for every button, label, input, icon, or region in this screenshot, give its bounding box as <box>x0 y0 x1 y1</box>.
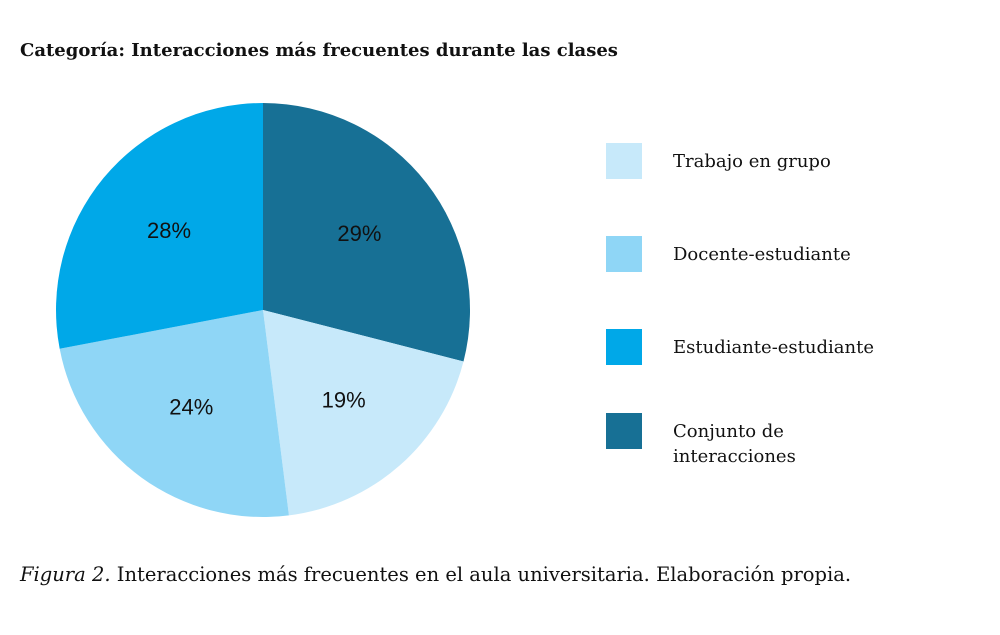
figure-caption: Figura 2. Interacciones más frecuentes e… <box>20 563 851 586</box>
legend-item-docente-estudiante: Docente-estudiante <box>606 236 926 276</box>
pie-slice-conjunto-de-interacciones <box>263 103 471 362</box>
legend-item-estudiante-estudiante: Estudiante-estudiante <box>606 329 926 369</box>
pie-label-conjunto-de-interacciones: 29% <box>337 221 381 246</box>
legend-label: Trabajo en grupo <box>673 151 831 172</box>
legend-item-trabajo-en-grupo: Trabajo en grupo <box>606 143 926 183</box>
pie-slice-trabajo-en-grupo <box>263 310 464 516</box>
legend-swatch <box>606 413 642 449</box>
pie-slice-docente-estudiante <box>59 310 289 518</box>
legend-label: Estudiante-estudiante <box>673 337 874 358</box>
chart-title: Categoría: Interacciones más frecuentes … <box>20 40 618 61</box>
legend-swatch <box>606 329 642 365</box>
legend-swatch <box>606 143 642 179</box>
legend-item-conjunto-de-interacciones: Conjunto de interacciones <box>606 413 926 473</box>
pie-label-docente-estudiante: 24% <box>169 395 213 420</box>
pie-label-estudiante-estudiante: 28% <box>147 218 191 243</box>
figure-number: Figura 2. <box>20 563 111 586</box>
legend-label: Docente-estudiante <box>673 244 851 265</box>
legend-label: Conjunto de interacciones <box>673 421 796 467</box>
pie-label-trabajo-en-grupo: 19% <box>322 387 366 412</box>
legend-swatch <box>606 236 642 272</box>
caption-text: Interacciones más frecuentes en el aula … <box>110 563 852 586</box>
pie-slice-estudiante-estudiante <box>56 103 263 349</box>
